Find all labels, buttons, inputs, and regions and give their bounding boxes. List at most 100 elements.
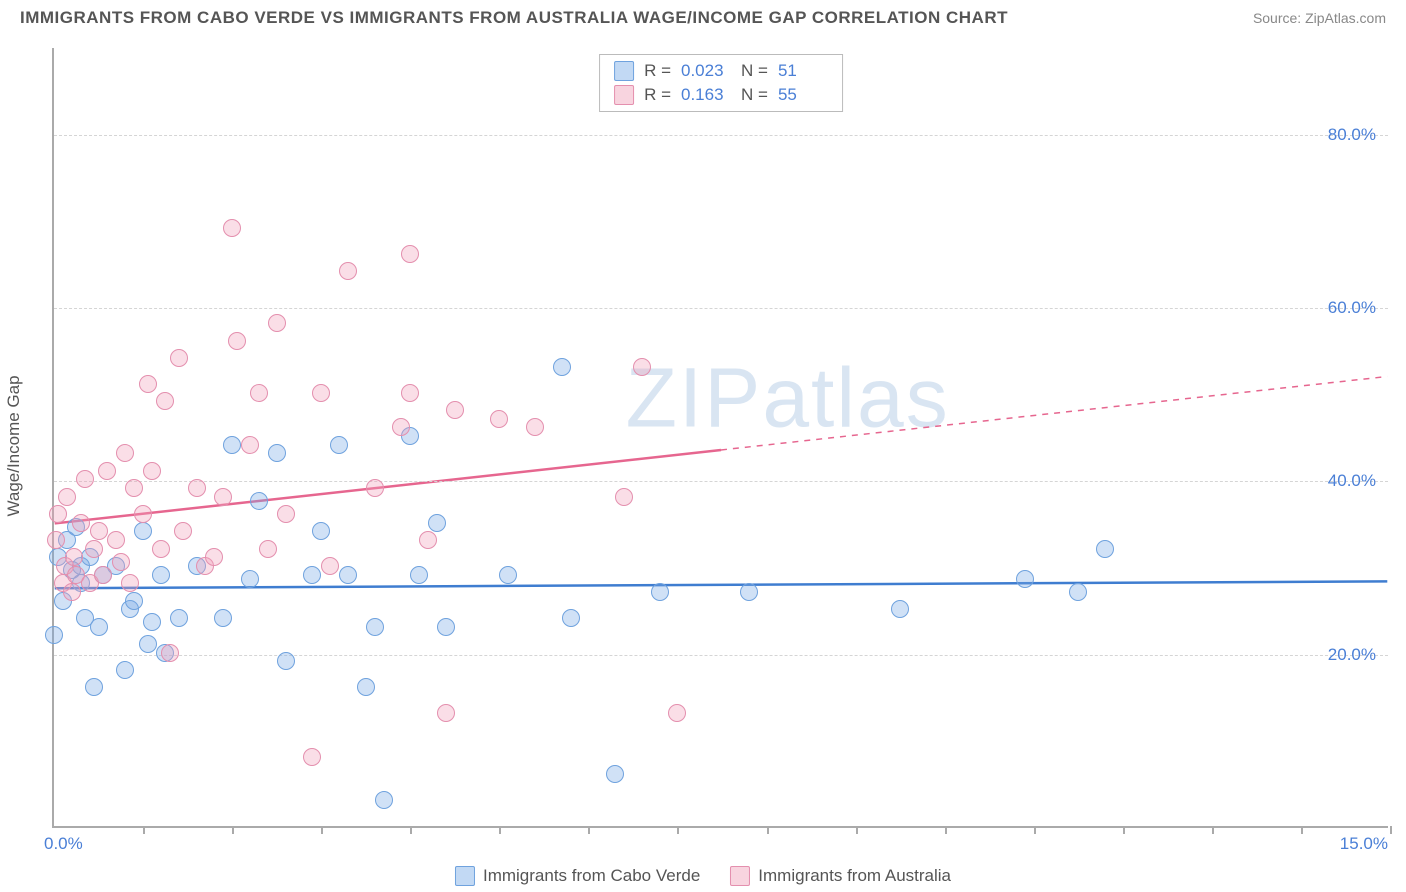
data-point [321, 557, 339, 575]
x-tick [321, 826, 323, 834]
data-point [268, 314, 286, 332]
data-point [259, 540, 277, 558]
data-point [214, 609, 232, 627]
legend-series-item: Immigrants from Cabo Verde [455, 866, 700, 886]
source: Source: ZipAtlas.com [1253, 10, 1386, 26]
data-point [76, 470, 94, 488]
x-tick [499, 826, 501, 834]
legend-n-label: N = [741, 61, 768, 81]
data-point [65, 548, 83, 566]
legend-series-label: Immigrants from Australia [758, 866, 951, 886]
data-point [170, 609, 188, 627]
legend-swatch [455, 866, 475, 886]
data-point [375, 791, 393, 809]
x-tick [1123, 826, 1125, 834]
data-point [553, 358, 571, 376]
x-tick [232, 826, 234, 834]
data-point [1016, 570, 1034, 588]
data-point [303, 566, 321, 584]
legend-r-label: R = [644, 61, 671, 81]
data-point [633, 358, 651, 376]
source-link[interactable]: ZipAtlas.com [1305, 10, 1386, 26]
data-point [143, 613, 161, 631]
data-point [339, 262, 357, 280]
y-tick-label: 60.0% [1328, 298, 1376, 318]
data-point [47, 531, 65, 549]
data-point [94, 566, 112, 584]
data-point [121, 574, 139, 592]
data-point [139, 375, 157, 393]
data-point [312, 384, 330, 402]
data-point [740, 583, 758, 601]
data-point [49, 505, 67, 523]
data-point [312, 522, 330, 540]
data-point [1096, 540, 1114, 558]
data-point [250, 384, 268, 402]
y-axis-title: Wage/Income Gap [4, 375, 24, 516]
x-tick-label: 15.0% [1340, 834, 1388, 854]
data-point [562, 609, 580, 627]
data-point [143, 462, 161, 480]
data-point [499, 566, 517, 584]
gridline [54, 135, 1388, 136]
data-point [156, 392, 174, 410]
x-tick [410, 826, 412, 834]
data-point [174, 522, 192, 540]
data-point [651, 583, 669, 601]
data-point [58, 488, 76, 506]
data-point [277, 652, 295, 670]
x-tick [856, 826, 858, 834]
x-tick-label: 0.0% [44, 834, 83, 854]
data-point [410, 566, 428, 584]
data-point [152, 540, 170, 558]
data-point [401, 384, 419, 402]
header: IMMIGRANTS FROM CABO VERDE VS IMMIGRANTS… [0, 0, 1406, 34]
source-label: Source: [1253, 10, 1301, 26]
legend-statistics: R = 0.023 N = 51R = 0.163 N = 55 [599, 54, 843, 112]
legend-n-label: N = [741, 85, 768, 105]
legend-n-value: 55 [778, 85, 828, 105]
data-point [339, 566, 357, 584]
data-point [392, 418, 410, 436]
data-point [223, 436, 241, 454]
data-point [98, 462, 116, 480]
legend-series-item: Immigrants from Australia [730, 866, 951, 886]
legend-series-label: Immigrants from Cabo Verde [483, 866, 700, 886]
legend-swatch [730, 866, 750, 886]
data-point [107, 531, 125, 549]
data-point [277, 505, 295, 523]
gridline [54, 308, 1388, 309]
x-tick [1301, 826, 1303, 834]
data-point [891, 600, 909, 618]
gridline [54, 655, 1388, 656]
data-point [85, 540, 103, 558]
legend-series: Immigrants from Cabo Verde Immigrants fro… [455, 866, 951, 886]
data-point [85, 678, 103, 696]
data-point [228, 332, 246, 350]
data-point [428, 514, 446, 532]
data-point [419, 531, 437, 549]
data-point [214, 488, 232, 506]
x-tick [1212, 826, 1214, 834]
data-point [134, 505, 152, 523]
data-point [268, 444, 286, 462]
data-point [134, 522, 152, 540]
legend-stat-row: R = 0.023 N = 51 [610, 59, 832, 83]
data-point [170, 349, 188, 367]
gridline [54, 481, 1388, 482]
legend-r-value: 0.163 [681, 85, 731, 105]
data-point [45, 626, 63, 644]
legend-swatch [614, 85, 634, 105]
data-point [125, 592, 143, 610]
x-tick [143, 826, 145, 834]
scatter-chart: ZIPatlas R =0.023N =51R =0.163N =55 20.0… [52, 48, 1388, 828]
data-point [63, 583, 81, 601]
y-tick-label: 80.0% [1328, 125, 1376, 145]
x-tick [1034, 826, 1036, 834]
legend-n-value: 51 [778, 61, 828, 81]
chart-title: IMMIGRANTS FROM CABO VERDE VS IMMIGRANTS… [20, 8, 1008, 28]
y-tick-label: 40.0% [1328, 471, 1376, 491]
legend-r-value: 0.023 [681, 61, 731, 81]
data-point [357, 678, 375, 696]
data-point [303, 748, 321, 766]
